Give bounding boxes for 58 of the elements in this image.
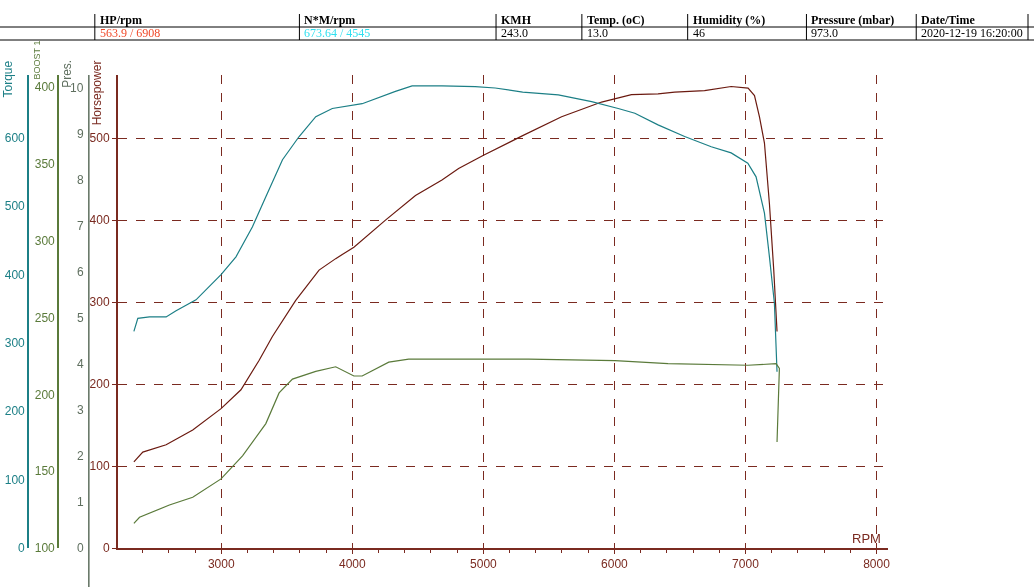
y2-tick-label: 0 xyxy=(18,541,26,556)
y3-tick-label: 250 xyxy=(34,310,56,325)
text: HP/rpm xyxy=(100,13,142,27)
x-tick-label: 3000 xyxy=(207,557,235,572)
y-tick-label: 0 xyxy=(102,541,110,556)
y2-tick-label: 500 xyxy=(4,199,26,214)
text: 4 xyxy=(77,357,84,371)
text: 1 xyxy=(77,495,84,509)
text: 9 xyxy=(77,127,84,141)
x-tick-label: 6000 xyxy=(601,557,629,572)
y2-tick-label: 100 xyxy=(4,472,26,487)
x-tick-label: 5000 xyxy=(470,557,498,572)
text: Pressure (mbar) xyxy=(811,13,895,27)
y-axis-title: Horsepower xyxy=(90,60,105,126)
y2-axis-title: Torque xyxy=(1,60,16,98)
line-series xyxy=(133,85,778,463)
text: 0 xyxy=(77,541,84,555)
y-tick-label: 100 xyxy=(89,459,110,474)
text: 7 xyxy=(77,219,84,233)
line-series xyxy=(133,85,778,373)
text: 6 xyxy=(77,265,84,279)
text: 673.64 / 4545 xyxy=(304,26,371,40)
text: Humidity (%) xyxy=(693,13,766,27)
line-series xyxy=(133,358,780,525)
y3-tick-label: 200 xyxy=(34,387,56,402)
text: 563.9 / 6908 xyxy=(100,26,161,40)
y2-tick-label: 600 xyxy=(4,131,26,146)
x-tick-label: 4000 xyxy=(338,557,366,572)
y3-tick-label: 300 xyxy=(34,234,56,249)
x-tick-label: 8000 xyxy=(863,557,891,572)
y3-tick-label: 400 xyxy=(34,80,56,95)
text: 243.0 xyxy=(501,26,528,40)
text: 13.0 xyxy=(587,26,608,40)
y3-tick-label: 100 xyxy=(34,541,56,556)
y-tick-label: 300 xyxy=(89,295,110,310)
y2-tick-label: 300 xyxy=(4,336,26,351)
text: 973.0 xyxy=(811,26,838,40)
text: Temp. (oC) xyxy=(587,13,645,27)
text: KMH xyxy=(501,13,532,27)
text: 8 xyxy=(77,173,84,187)
text: 5 xyxy=(77,311,84,325)
text: 2 xyxy=(77,449,84,463)
text: 2020-12-19 16:20:00 xyxy=(921,26,1023,40)
y3-tick-label: 350 xyxy=(34,157,56,172)
x-tick-label: 7000 xyxy=(732,557,760,572)
x-axis-title: RPM xyxy=(852,531,881,546)
y3-tick-label: 150 xyxy=(34,464,56,479)
y3-axis-title: BOOST 1 xyxy=(32,40,43,80)
text: N*M/rpm xyxy=(304,13,356,27)
text: 46 xyxy=(693,26,705,40)
y-tick-label: 200 xyxy=(89,377,110,392)
y-tick-label: 500 xyxy=(89,131,110,146)
text: Date/Time xyxy=(921,13,976,27)
text: 10 xyxy=(70,81,84,95)
text: 3 xyxy=(77,403,84,417)
y-tick-label: 400 xyxy=(89,213,110,228)
y2-tick-label: 200 xyxy=(4,404,26,419)
y2-tick-label: 400 xyxy=(4,267,26,282)
